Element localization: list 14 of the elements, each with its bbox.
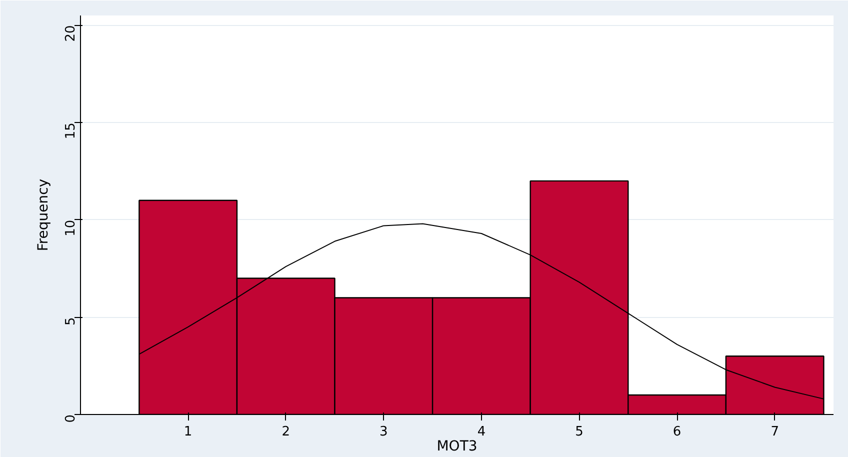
y-tick-label: 10: [64, 220, 78, 236]
x-tick-label: 7: [770, 424, 779, 440]
y-tick-label: 20: [64, 25, 78, 42]
x-axis-title: MOT3: [436, 438, 478, 454]
x-tick-label: 6: [672, 424, 682, 440]
x-tick-label: 1: [184, 424, 192, 440]
y-tick-label: 0: [64, 414, 78, 423]
y-tick-label: 15: [64, 122, 78, 140]
x-tick-label: 2: [282, 424, 290, 440]
y-tick-label: 5: [64, 317, 78, 326]
x-tick-label: 4: [477, 424, 486, 440]
x-tick-label: 5: [575, 424, 584, 440]
x-tick-label: 3: [380, 424, 388, 440]
y-axis-title: Frequency: [36, 178, 52, 252]
